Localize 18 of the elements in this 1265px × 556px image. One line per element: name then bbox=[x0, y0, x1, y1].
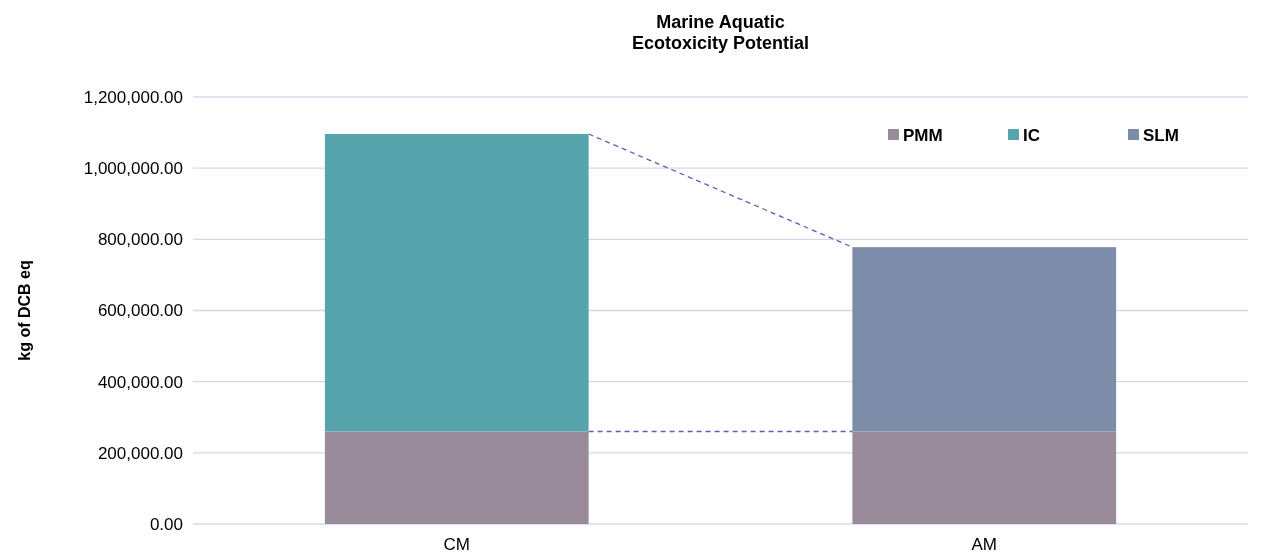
chart-title: Marine Aquatic Ecotoxicity Potential bbox=[631, 12, 810, 53]
y-tick-label: 1,000,000.00 bbox=[83, 159, 183, 179]
y-tick-label: 0.00 bbox=[149, 514, 183, 534]
legend-label: IC bbox=[1023, 125, 1040, 145]
bar bbox=[324, 431, 589, 524]
bar bbox=[852, 247, 1117, 432]
legend-label: SLM bbox=[1143, 125, 1179, 145]
y-tick-label: 600,000.00 bbox=[97, 301, 183, 321]
y-axis-title: kg of DCB eq bbox=[16, 260, 33, 361]
bar bbox=[852, 431, 1117, 524]
bar bbox=[324, 134, 589, 432]
y-tick-label: 200,000.00 bbox=[97, 443, 183, 463]
x-tick-label: CM bbox=[443, 535, 470, 554]
y-tick-label: 1,200,000.00 bbox=[83, 87, 183, 107]
legend-label: PMM bbox=[903, 125, 943, 145]
y-tick-label: 400,000.00 bbox=[97, 372, 183, 392]
y-tick-label: 800,000.00 bbox=[97, 230, 183, 250]
x-tick-label: AM bbox=[971, 535, 997, 554]
